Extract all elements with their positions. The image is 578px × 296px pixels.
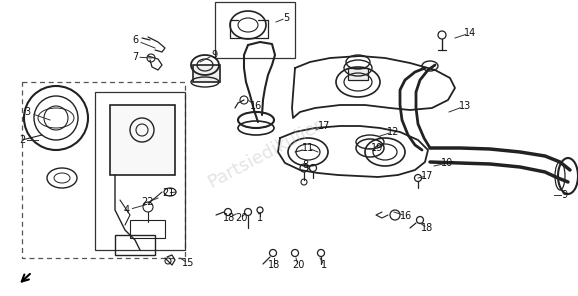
Bar <box>95 92 185 250</box>
Text: 16: 16 <box>400 211 412 221</box>
Text: 18: 18 <box>268 260 280 270</box>
Text: 20: 20 <box>292 260 304 270</box>
Text: 1: 1 <box>257 213 263 223</box>
Text: 2: 2 <box>19 135 25 145</box>
Text: 17: 17 <box>421 171 433 181</box>
Text: 18: 18 <box>421 223 433 233</box>
Text: 16: 16 <box>250 101 262 111</box>
Text: 19: 19 <box>371 143 383 153</box>
Text: 6: 6 <box>132 35 138 45</box>
Bar <box>130 220 165 238</box>
Text: 3: 3 <box>24 107 30 117</box>
Text: 22: 22 <box>142 197 154 207</box>
Bar <box>110 105 175 175</box>
Text: 5: 5 <box>283 13 289 23</box>
Text: 14: 14 <box>464 28 476 38</box>
Text: 13: 13 <box>459 101 471 111</box>
Text: 7: 7 <box>132 52 138 62</box>
Text: 9: 9 <box>561 190 567 200</box>
Bar <box>215 2 295 58</box>
Text: 10: 10 <box>441 158 453 168</box>
Text: 15: 15 <box>182 258 194 268</box>
Text: 1: 1 <box>321 260 327 270</box>
Bar <box>22 82 185 258</box>
Text: 21: 21 <box>162 188 174 198</box>
Bar <box>115 235 155 255</box>
Text: 20: 20 <box>235 213 247 223</box>
Text: 9: 9 <box>211 50 217 60</box>
Text: 4: 4 <box>124 205 130 215</box>
Bar <box>193 65 220 82</box>
Text: 11: 11 <box>302 143 314 153</box>
Bar <box>348 68 368 80</box>
Text: Partsiedikulier: Partsiedikulier <box>205 116 327 192</box>
Text: 18: 18 <box>223 213 235 223</box>
Text: 17: 17 <box>318 121 330 131</box>
Text: 8: 8 <box>302 160 308 170</box>
Text: 12: 12 <box>387 127 399 137</box>
